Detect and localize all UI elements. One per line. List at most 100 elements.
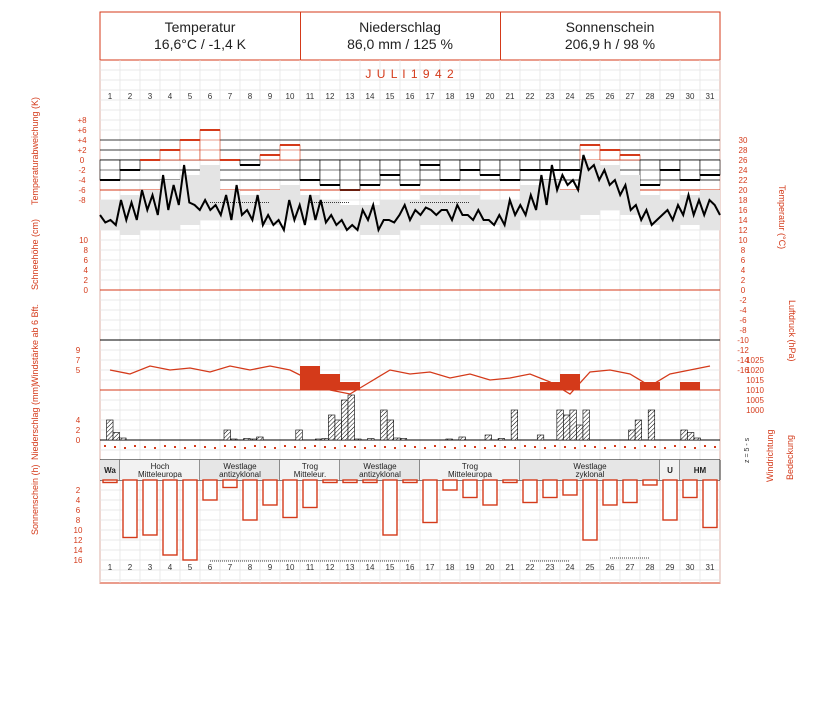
temperature-tick: -2 <box>739 296 747 305</box>
precip-bar <box>354 438 362 441</box>
precip-bar <box>334 419 342 441</box>
cloud-dot <box>574 447 576 449</box>
precip-bar <box>458 436 466 441</box>
temperature-tick: 14 <box>739 216 748 225</box>
snow-tick: 0 <box>84 286 89 295</box>
day-label-top: 8 <box>248 92 253 101</box>
day-label-bottom: 28 <box>646 563 655 572</box>
anomaly-bar <box>319 159 341 186</box>
sunshine-tick: 2 <box>76 486 81 495</box>
temperature-tick: 0 <box>741 286 746 295</box>
pressure-tick: 1005 <box>746 396 764 405</box>
day-label-bottom: 3 <box>148 563 153 572</box>
pressure-tick: 1000 <box>746 406 764 415</box>
cloud-dot <box>244 447 246 449</box>
precip-bar <box>484 434 492 441</box>
precip-bar <box>634 419 642 441</box>
temp-anomaly-tick: -4 <box>78 176 86 185</box>
day-label-bottom: 19 <box>466 563 475 572</box>
cloud-dot <box>234 446 236 448</box>
cloud-dot <box>454 447 456 449</box>
sunshine-bar <box>522 479 538 504</box>
day-label-bottom: 31 <box>706 563 715 572</box>
anomaly-bar <box>379 159 401 176</box>
temperature-tick: 8 <box>741 246 746 255</box>
cloud-dot <box>594 446 596 448</box>
cloud-dot <box>164 445 166 447</box>
cloud-dot <box>174 446 176 448</box>
sunshine-tick: 16 <box>74 556 83 565</box>
temperature-tick: 6 <box>741 256 746 265</box>
cloud-dot <box>464 445 466 447</box>
day-label-bottom: 15 <box>386 563 395 572</box>
day-label-top: 14 <box>366 92 375 101</box>
day-label-top: 28 <box>646 92 655 101</box>
day-label-bottom: 11 <box>306 563 315 572</box>
cloud-dot <box>264 446 266 448</box>
day-label-bottom: 17 <box>426 563 435 572</box>
sunshine-bar <box>422 479 438 524</box>
weather-type-cell <box>420 460 520 480</box>
weather-type-label: Mitteleuropa <box>138 470 183 479</box>
temp-anomaly-tick: 0 <box>80 156 85 165</box>
sunshine-bar <box>642 479 658 486</box>
wind-bar <box>300 366 320 390</box>
temp-anomaly-tick: +2 <box>77 146 87 155</box>
weather-type-label: Westlage <box>363 462 397 471</box>
sunshine-tick: 10 <box>74 526 83 535</box>
sunshine-bar <box>382 479 398 536</box>
day-label-bottom: 18 <box>446 563 455 572</box>
temp-range-band <box>340 205 360 230</box>
temp-range-band <box>560 190 580 220</box>
sunshine-bar <box>282 479 298 519</box>
day-label-bottom: 16 <box>406 563 415 572</box>
cloud-dot <box>304 447 306 449</box>
day-label-bottom: 21 <box>506 563 515 572</box>
temp-range-band <box>120 195 140 235</box>
cloud-dot <box>634 447 636 449</box>
precip-bar <box>647 409 656 441</box>
anomaly-bar <box>599 149 621 161</box>
wind-tick: 9 <box>76 346 81 355</box>
precip-bar <box>223 429 231 441</box>
cloud-dot <box>564 446 566 448</box>
sunshine-bar <box>622 479 638 504</box>
cloud-dot <box>384 446 386 448</box>
day-label-top: 20 <box>486 92 495 101</box>
precip-bar <box>315 438 323 441</box>
temperature-tick: 2 <box>741 276 746 285</box>
header-precipitation-title: Niederschlag <box>359 19 441 35</box>
temperature-tick: 22 <box>739 176 748 185</box>
sunshine-bar <box>402 479 418 484</box>
sunshine-bar <box>502 479 518 484</box>
sunshine-tick: 6 <box>76 506 81 515</box>
sunshine-bar <box>342 479 358 484</box>
precip-bar <box>347 394 355 441</box>
temp-range-band <box>200 165 220 220</box>
cloud-dot <box>484 447 486 449</box>
temp-range-band <box>240 195 260 220</box>
day-label-top: 23 <box>546 92 555 101</box>
cloud-dot <box>204 446 206 448</box>
anomaly-bar <box>199 129 221 161</box>
day-label-bottom: 22 <box>526 563 535 572</box>
day-label-bottom: 2 <box>128 563 133 572</box>
pressure-tick: 1025 <box>746 356 764 365</box>
day-label-bottom: 29 <box>666 563 675 572</box>
day-label-top: 16 <box>406 92 415 101</box>
precip-bar <box>328 414 336 441</box>
day-label-top: 21 <box>506 92 515 101</box>
day-label-top: 13 <box>346 92 355 101</box>
temp-range-band <box>600 165 620 210</box>
weather-type-label: U <box>667 466 673 475</box>
day-label-bottom: 4 <box>168 563 173 572</box>
day-label-top: 6 <box>208 92 213 101</box>
sunshine-bar <box>102 479 118 484</box>
temp-range-band <box>260 190 280 225</box>
temp-anomaly-tick: -6 <box>78 186 86 195</box>
anomaly-bar <box>519 159 541 171</box>
sunshine-bar <box>542 479 558 499</box>
temperature-tick: 30 <box>739 136 748 145</box>
cloud-dot <box>614 445 616 447</box>
cloud-dot <box>394 447 396 449</box>
